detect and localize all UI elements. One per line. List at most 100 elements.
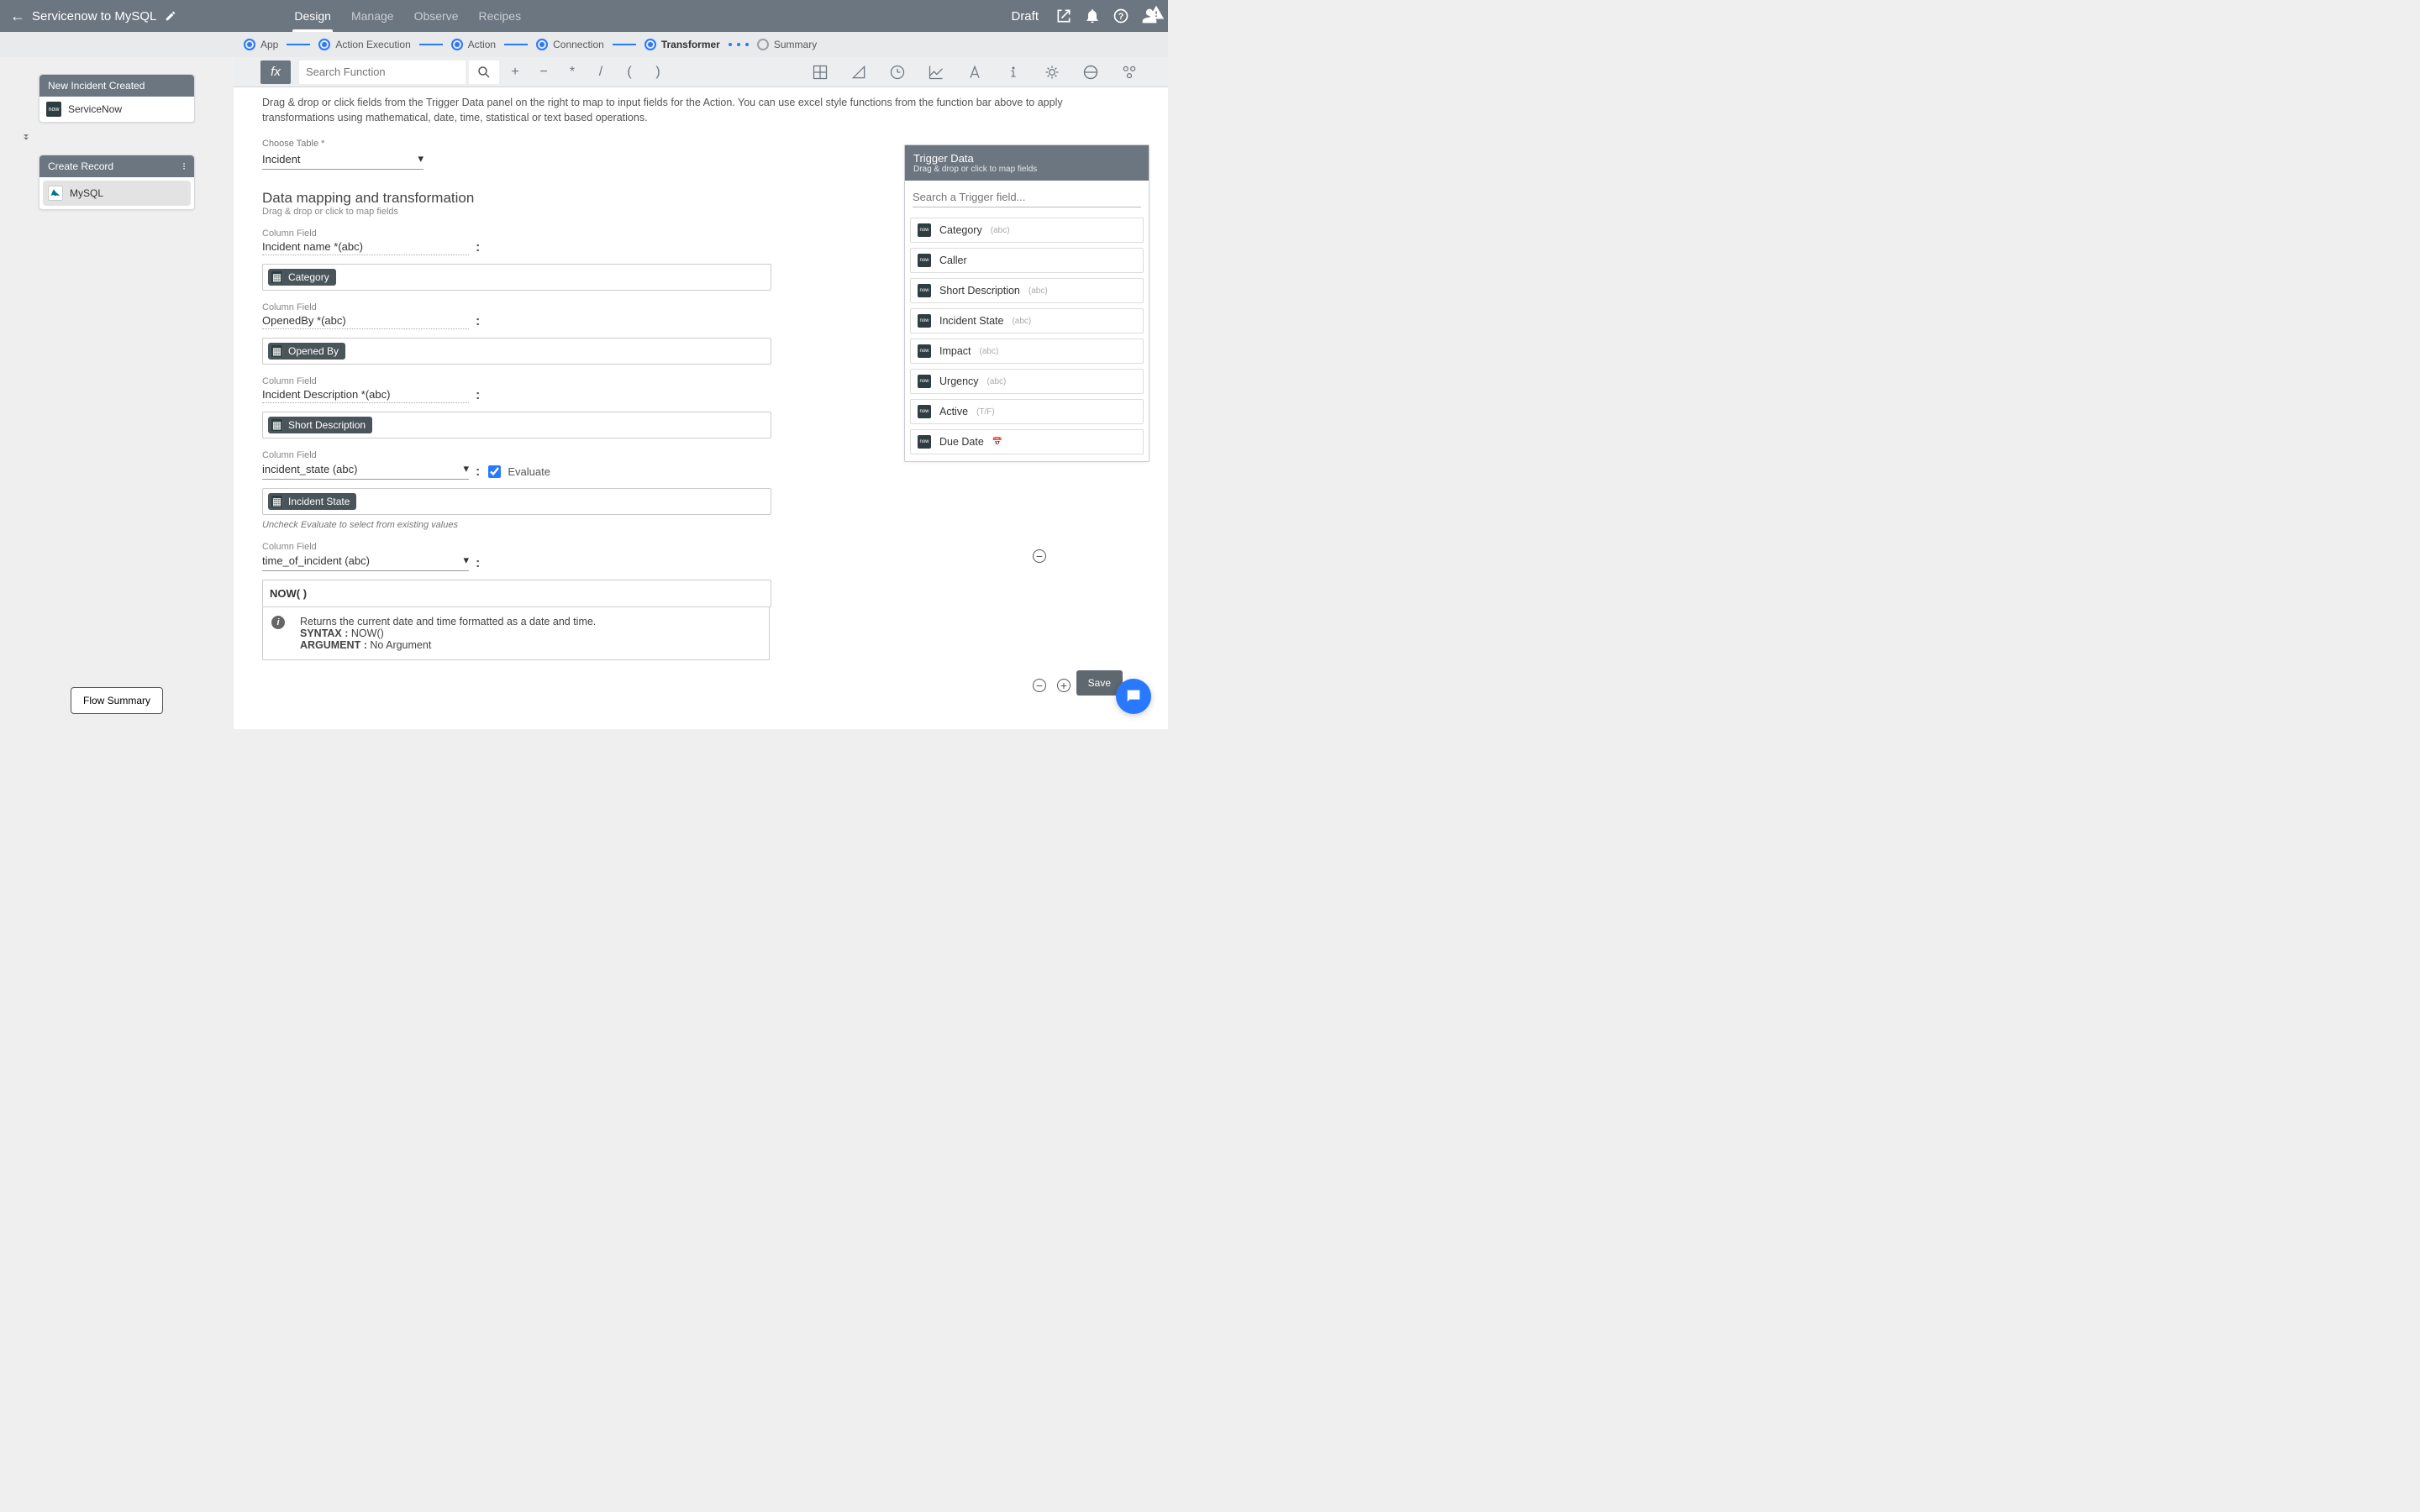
trigger-card-title: New Incident Created xyxy=(48,80,145,92)
step-connection[interactable]: Connection xyxy=(536,39,604,50)
op-paren-close[interactable]: ) xyxy=(645,65,671,80)
trigger-field-type: (abc) xyxy=(1028,286,1048,296)
trigger-field-item[interactable]: now Category (abc) xyxy=(910,218,1144,243)
step-app[interactable]: App xyxy=(244,39,278,50)
servicenow-logo-icon: now xyxy=(918,314,931,328)
trigger-field-type: (abc) xyxy=(991,226,1010,235)
text-category-icon[interactable] xyxy=(963,60,986,84)
servicenow-logo-icon: now xyxy=(46,102,61,117)
notifications-icon[interactable] xyxy=(1084,8,1101,24)
step-progress-dots xyxy=(729,43,749,46)
op-plus[interactable]: + xyxy=(502,65,528,80)
op-minus[interactable]: − xyxy=(531,65,556,80)
trigger-field-item[interactable]: now Incident State (abc) xyxy=(910,308,1144,333)
geometry-category-icon[interactable] xyxy=(847,60,871,84)
op-divide[interactable]: / xyxy=(588,65,613,80)
chip-short-description[interactable]: ▦Short Description xyxy=(268,417,372,433)
back-arrow-icon[interactable]: ← xyxy=(10,8,32,25)
map-box-description[interactable]: ▦Short Description xyxy=(262,412,771,438)
tab-design[interactable]: Design xyxy=(294,0,331,32)
trigger-field-name: Category xyxy=(939,224,982,236)
trigger-field-name: Due Date xyxy=(939,436,984,448)
flow-summary-button[interactable]: Flow Summary xyxy=(71,687,163,714)
field-incident-name[interactable]: Incident name *(abc) xyxy=(262,239,469,255)
formula-input[interactable]: NOW( ) xyxy=(262,580,771,607)
field-colon: : xyxy=(476,240,480,255)
map-box-state[interactable]: ▦Incident State xyxy=(262,488,771,515)
step-transformer[interactable]: Transformer xyxy=(644,39,720,50)
trigger-field-name: Incident State xyxy=(939,315,1003,327)
edit-title-icon[interactable] xyxy=(165,10,176,22)
remove-field-button-2[interactable]: − xyxy=(1033,679,1046,692)
chart-category-icon[interactable] xyxy=(924,60,948,84)
chip-openedby[interactable]: ▦Opened By xyxy=(268,343,345,360)
card-menu-icon[interactable]: ⁝ xyxy=(182,160,186,172)
step-action-execution[interactable]: Action Execution xyxy=(318,39,410,50)
servicenow-logo-icon: now xyxy=(918,375,931,388)
trigger-field-type: (abc) xyxy=(987,377,1007,386)
action-connector: MySQL xyxy=(70,187,103,199)
chip-incident-state[interactable]: ▦Incident State xyxy=(268,493,356,510)
trigger-field-type: 📅 xyxy=(992,438,1002,447)
trigger-search-input[interactable] xyxy=(913,187,1141,207)
servicenow-logo-icon: now xyxy=(918,284,931,297)
trigger-data-panel: Trigger Data Drag & drop or click to map… xyxy=(904,144,1150,462)
choose-table-select[interactable]: Incident▾ xyxy=(262,149,424,170)
trigger-field-item[interactable]: now Short Description (abc) xyxy=(910,278,1144,303)
flow-action-card[interactable]: Create Record ⁝ MySQL xyxy=(39,155,195,210)
field-opened-by[interactable]: OpenedBy *(abc) xyxy=(262,312,469,329)
mysql-logo-icon xyxy=(48,186,63,201)
user-avatar-icon[interactable] xyxy=(1141,8,1158,24)
evaluate-label: Evaluate xyxy=(508,465,550,478)
action-card-title: Create Record xyxy=(48,160,113,172)
map-box-openedby[interactable]: ▦Opened By xyxy=(262,338,771,365)
servicenow-logo-icon: now xyxy=(918,223,931,237)
math-category-icon[interactable] xyxy=(808,60,832,84)
help-icon[interactable]: ? xyxy=(1113,8,1129,24)
tab-manage[interactable]: Manage xyxy=(351,0,394,32)
trigger-field-item[interactable]: now Urgency (abc) xyxy=(910,369,1144,394)
trigger-field-name: Active xyxy=(939,406,968,417)
map-box-category[interactable]: ▦Category xyxy=(262,264,771,291)
step-summary[interactable]: Summary xyxy=(757,39,817,50)
formula-help: i Returns the current date and time form… xyxy=(262,607,770,660)
search-icon[interactable] xyxy=(469,60,499,84)
tab-recipes[interactable]: Recipes xyxy=(479,0,522,32)
chevron-down-icon: ▾ xyxy=(418,152,424,165)
trigger-connector: ServiceNow xyxy=(68,103,122,115)
field-incident-description[interactable]: Incident Description *(abc) xyxy=(262,386,469,403)
info-category-icon[interactable] xyxy=(1002,60,1025,84)
step-action[interactable]: Action xyxy=(451,39,496,50)
flow-trigger-card[interactable]: New Incident Created now ServiceNow xyxy=(39,74,195,123)
mapping-hint: Drag & drop or click fields from the Tri… xyxy=(262,96,1111,125)
svg-text:?: ? xyxy=(1118,12,1124,22)
chat-bubble-icon[interactable] xyxy=(1116,679,1151,714)
chip-category[interactable]: ▦Category xyxy=(268,269,336,286)
add-field-button[interactable]: + xyxy=(1057,679,1071,692)
fx-icon[interactable]: fx xyxy=(260,60,291,84)
trigger-field-name: Short Description xyxy=(939,285,1020,297)
logic-category-icon[interactable] xyxy=(1040,60,1064,84)
search-function-input[interactable] xyxy=(299,60,466,84)
data-category-icon[interactable] xyxy=(1079,60,1102,84)
trigger-field-name: Urgency xyxy=(939,375,979,387)
trigger-field-name: Caller xyxy=(939,255,967,266)
remove-field-button[interactable]: − xyxy=(1033,549,1046,563)
trigger-field-type: (abc) xyxy=(1012,317,1031,326)
open-external-icon[interactable] xyxy=(1055,8,1072,24)
trigger-panel-title: Trigger Data xyxy=(913,152,1140,165)
trigger-field-item[interactable]: nowImpact(abc) xyxy=(910,339,1144,364)
time-category-icon[interactable] xyxy=(886,60,909,84)
flow-connector-icon xyxy=(20,131,213,143)
field-incident-state-select[interactable]: incident_state (abc)▾ xyxy=(262,460,469,480)
op-multiply[interactable]: * xyxy=(560,65,585,80)
tab-observe[interactable]: Observe xyxy=(414,0,459,32)
trigger-field-item[interactable]: nowDue Date📅 xyxy=(910,429,1144,454)
page-title: Servicenow to MySQL xyxy=(32,9,156,24)
evaluate-checkbox[interactable] xyxy=(488,465,501,478)
trigger-field-item[interactable]: nowActive(T/F) xyxy=(910,399,1144,424)
op-paren-open[interactable]: ( xyxy=(617,65,642,80)
misc-category-icon[interactable] xyxy=(1118,60,1141,84)
field-time-select[interactable]: time_of_incident (abc)▾ xyxy=(262,552,469,571)
trigger-field-item[interactable]: nowCaller xyxy=(910,248,1144,273)
